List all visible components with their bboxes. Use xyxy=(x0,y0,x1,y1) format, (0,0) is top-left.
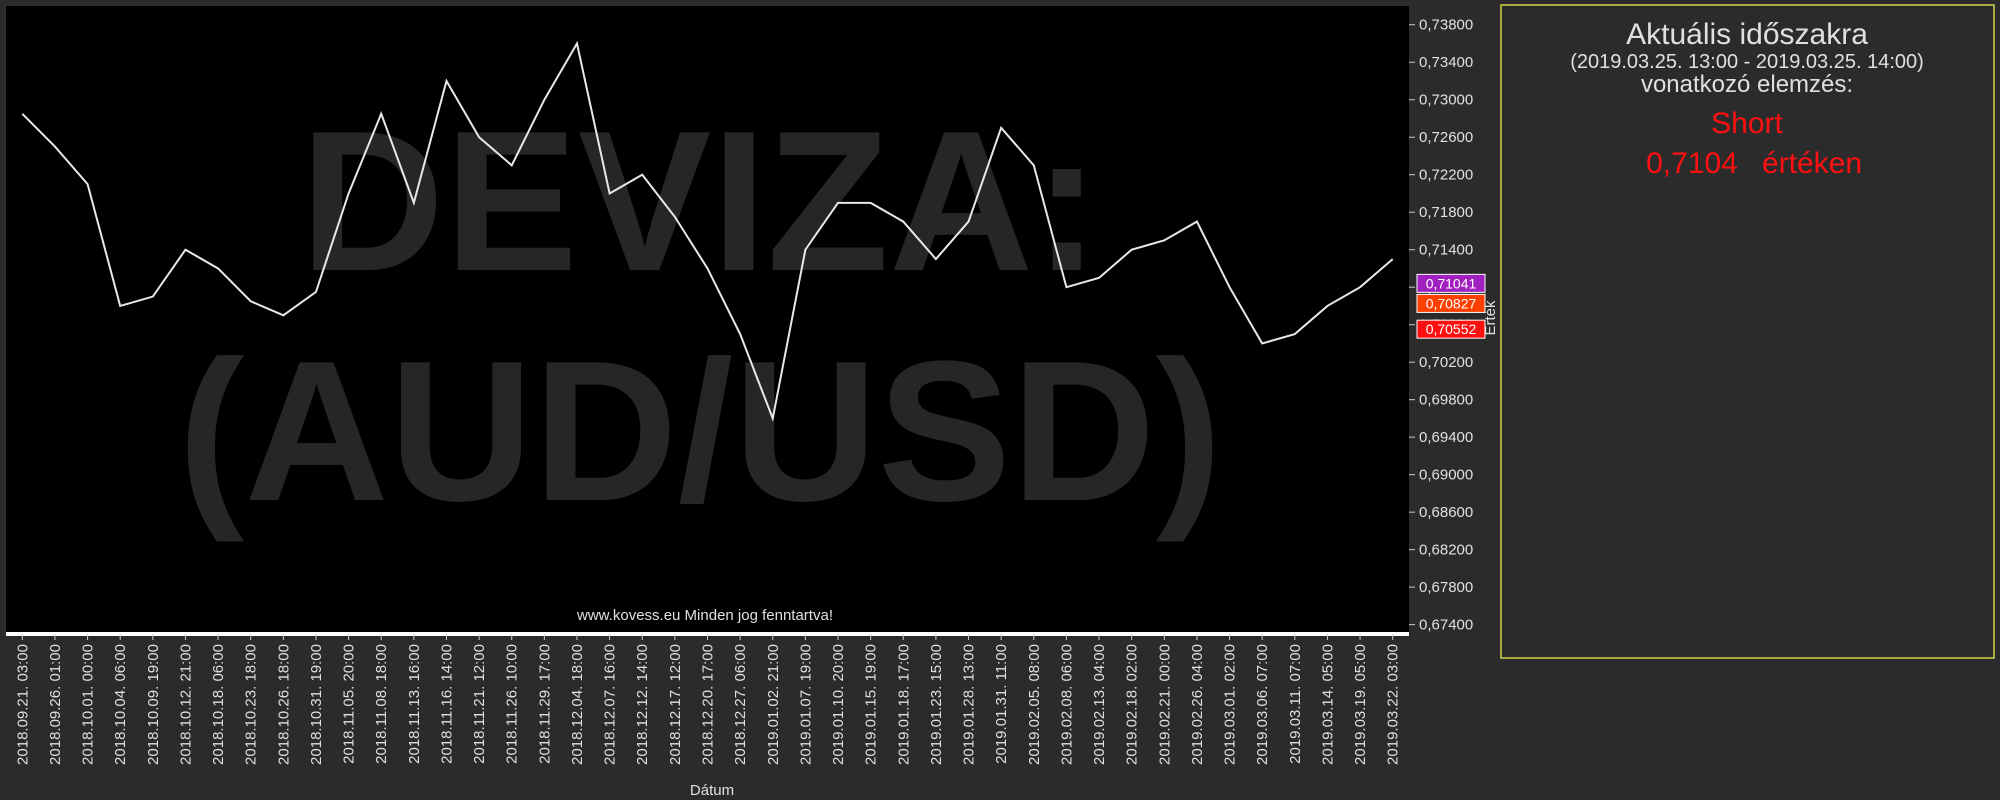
y-tick-label: 0,68200 xyxy=(1419,542,1473,559)
signal: Short xyxy=(1711,107,1783,140)
x-tick-label: 2019.03.14. 05:00 xyxy=(1319,644,1336,765)
x-tick-label: 2019.01.10. 20:00 xyxy=(830,644,847,765)
y-axis-title: Érték xyxy=(1482,300,1499,336)
x-tick-label: 2018.11.26. 10:00 xyxy=(504,644,521,764)
x-tick-label: 2018.10.09. 19:00 xyxy=(145,644,162,765)
x-tick-label: 2019.01.28. 13:00 xyxy=(961,644,978,765)
x-tick-label: 2018.12.12. 14:00 xyxy=(634,644,651,765)
y-tick-label: 0,69800 xyxy=(1419,392,1473,409)
x-tick-label: 2019.01.15. 19:00 xyxy=(863,644,880,765)
analysis-panel xyxy=(1500,4,1995,659)
x-tick-label: 2019.01.18. 17:00 xyxy=(895,644,912,765)
x-tick-label: 2018.12.20. 17:00 xyxy=(700,644,717,765)
x-tick-label: 2018.10.31. 19:00 xyxy=(308,644,325,765)
x-tick-label: 2019.03.22. 03:00 xyxy=(1385,644,1402,765)
x-tick-label: 2018.12.04. 18:00 xyxy=(569,644,586,765)
price-tag-label: 0,70827 xyxy=(1426,295,1477,311)
x-tick-label: 2018.11.08. 18:00 xyxy=(373,644,390,764)
x-tick-label: 2018.10.18. 06:00 xyxy=(210,644,227,765)
y-tick-label: 0,67800 xyxy=(1419,579,1473,596)
x-tick-label: 2018.10.01. 00:00 xyxy=(80,644,97,765)
y-tick-label: 0,72600 xyxy=(1419,129,1473,146)
panel-title: Aktuális időszakra xyxy=(1626,18,1868,51)
x-tick-label: 2019.02.13. 04:00 xyxy=(1091,644,1108,765)
x-tick-label: 2018.12.07. 16:00 xyxy=(602,644,619,765)
x-tick-label: 2018.10.26. 18:00 xyxy=(275,644,292,765)
y-tick-label: 0,69000 xyxy=(1419,467,1473,484)
x-tick-label: 2019.03.06. 07:00 xyxy=(1254,644,1271,765)
x-tick-label: 2019.01.31. 11:00 xyxy=(993,644,1010,764)
signal-price-suffix: értéken xyxy=(1762,147,1862,180)
price-tag xyxy=(1416,293,1486,313)
y-tick-label: 0,72200 xyxy=(1419,167,1473,184)
signal-price: 0,7104 xyxy=(1646,147,1738,180)
y-tick-label: 0,67400 xyxy=(1419,617,1473,634)
panel-period: (2019.03.25. 13:00 - 2019.03.25. 14:00) xyxy=(1570,51,1924,73)
price-tag-label: 0,70552 xyxy=(1426,321,1477,337)
x-tick-label: 2018.09.21. 03:00 xyxy=(14,644,31,765)
x-tick-label: 2018.11.21. 12:00 xyxy=(471,644,488,764)
x-tick-label: 2019.01.23. 15:00 xyxy=(928,644,945,765)
panel-subtitle: vonatkozó elemzés: xyxy=(1641,71,1853,98)
plot-area xyxy=(6,6,1409,634)
x-tick-label: 2018.12.27. 06:00 xyxy=(732,644,749,765)
x-tick-label: 2019.02.21. 00:00 xyxy=(1156,644,1173,765)
x-tick-label: 2019.01.02. 21:00 xyxy=(765,644,782,765)
x-tick-label: 2019.03.11. 07:00 xyxy=(1287,644,1304,764)
x-tick-label: 2018.12.17. 12:00 xyxy=(667,644,684,765)
x-tick-label: 2018.11.16. 14:00 xyxy=(438,644,455,764)
x-tick-label: 2018.10.04. 06:00 xyxy=(112,644,129,765)
x-tick-label: 2018.11.13. 16:00 xyxy=(406,644,423,764)
x-tick-label: 2019.02.08. 06:00 xyxy=(1058,644,1075,765)
x-tick-label: 2019.03.01. 02:00 xyxy=(1222,644,1239,765)
x-tick-label: 2018.10.23. 18:00 xyxy=(243,644,260,765)
price-tag xyxy=(1416,319,1486,339)
x-axis-title: Dátum xyxy=(690,782,734,799)
y-tick-label: 0,68600 xyxy=(1419,504,1473,521)
watermark: DEVIZA: xyxy=(300,90,1100,313)
y-tick-label: 0,71400 xyxy=(1419,242,1473,259)
y-tick-label: 0,69400 xyxy=(1419,429,1473,446)
x-tick-label: 2018.10.12. 21:00 xyxy=(177,644,194,765)
footer: www.kovess.eu Minden jog fenntartva! xyxy=(576,607,833,624)
price-tag-label: 0,71041 xyxy=(1426,275,1477,291)
y-tick-label: 0,73800 xyxy=(1419,17,1473,34)
watermark: (AUD/USD) xyxy=(178,320,1222,543)
x-tick-label: 2018.11.05. 20:00 xyxy=(341,644,358,764)
x-tick-label: 2019.01.07. 19:00 xyxy=(797,644,814,765)
x-tick-label: 2019.02.26. 04:00 xyxy=(1189,644,1206,765)
price-line xyxy=(21,40,1394,423)
plot xyxy=(21,40,1394,423)
x-tick-label: 2019.02.18. 02:00 xyxy=(1124,644,1141,765)
x-tick-label: 2018.09.26. 01:00 xyxy=(47,644,64,765)
x-tick-label: 2019.02.05. 08:00 xyxy=(1026,644,1043,765)
y-tick-label: 0,71800 xyxy=(1419,204,1473,221)
y-tick-label: 0,73000 xyxy=(1419,92,1473,109)
y-tick-label: 0,73400 xyxy=(1419,54,1473,71)
price-tag xyxy=(1416,273,1486,293)
x-tick-label: 2018.11.29. 17:00 xyxy=(536,644,553,764)
y-tick-label: 0,70200 xyxy=(1419,354,1473,371)
x-tick-label: 2019.03.19. 05:00 xyxy=(1352,644,1369,765)
